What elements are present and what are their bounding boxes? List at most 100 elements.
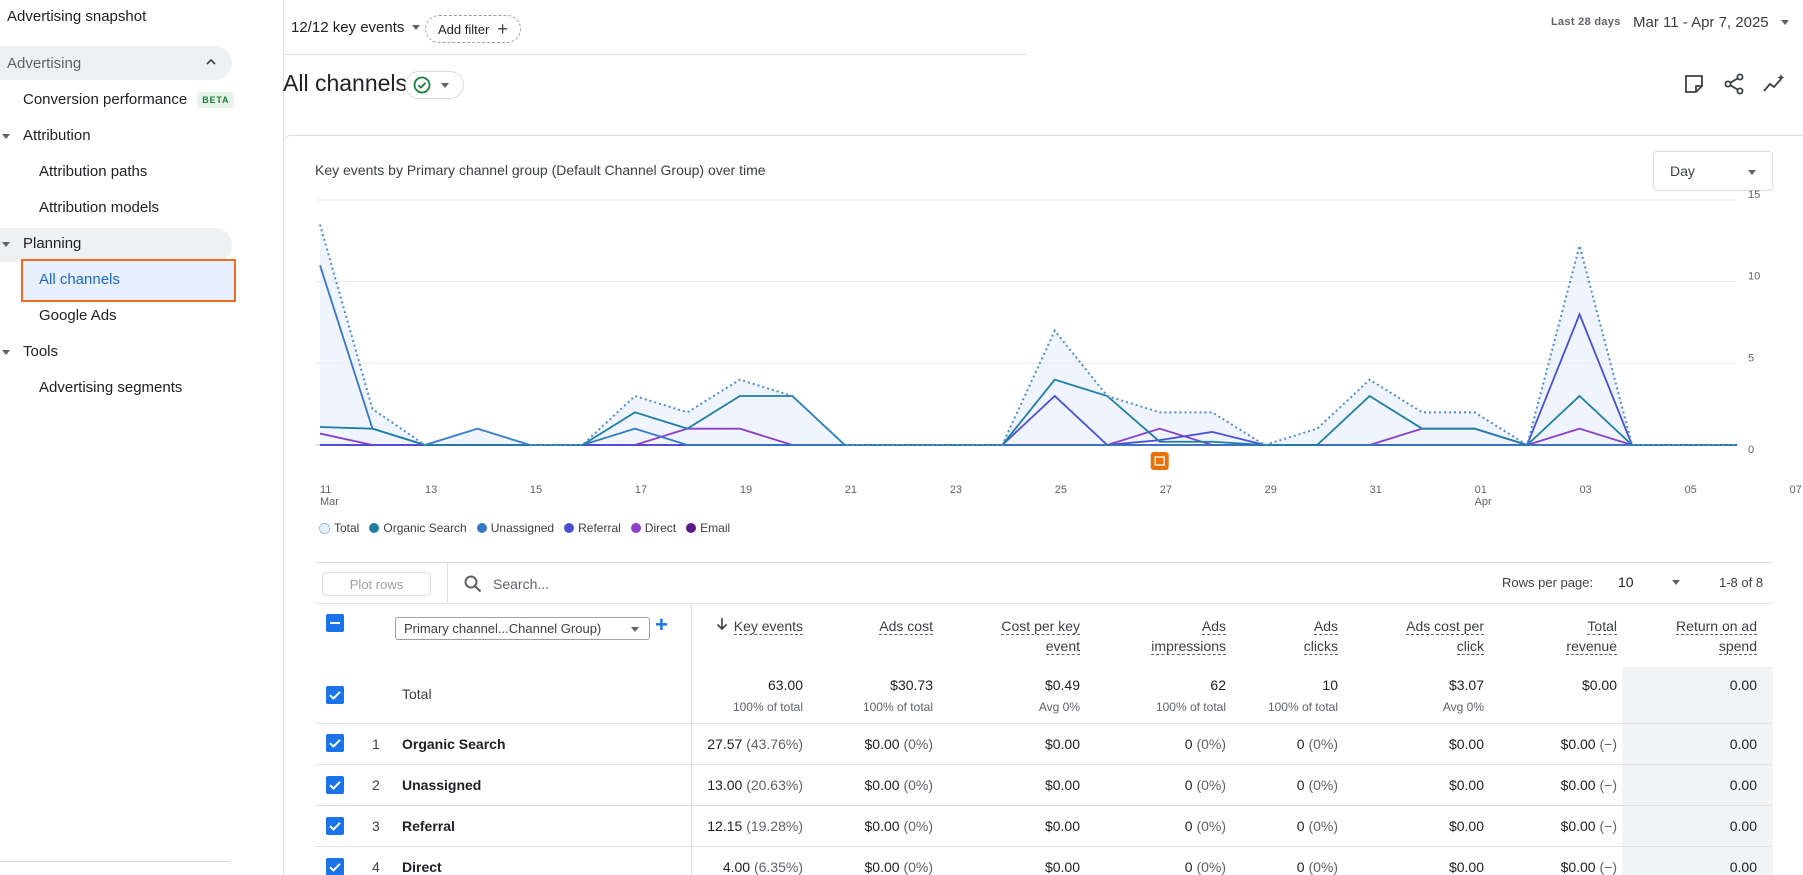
- row-number: 2: [372, 777, 380, 793]
- header-key-events[interactable]: Key events: [683, 616, 803, 636]
- legend-swatch: [319, 522, 330, 534]
- total-ads-cost: $30.73: [890, 677, 933, 693]
- row-ads-clicks: 0 (0%): [1297, 777, 1338, 793]
- add-filter-label: Add filter: [438, 21, 490, 37]
- value: 12.15: [707, 818, 743, 834]
- row-ads-cost: $0.00 (0%): [865, 859, 934, 875]
- dimension-select[interactable]: Primary channel...Channel Group): [395, 617, 650, 640]
- percent: (43.76%): [746, 736, 803, 752]
- share-icon[interactable]: [1722, 72, 1746, 96]
- header-ads-cost[interactable]: Ads cost: [813, 616, 933, 636]
- sidebar-item-attribution-paths[interactable]: Attribution paths: [39, 163, 147, 180]
- sidebar-group-tools[interactable]: Tools: [23, 343, 58, 360]
- table-search-input[interactable]: [493, 574, 893, 594]
- chart-title: Key events by Primary channel group (Def…: [315, 162, 766, 178]
- sidebar-item-advertising-segments[interactable]: Advertising segments: [39, 379, 182, 396]
- total-row-label: Total: [402, 686, 432, 702]
- header-label: Ads: [1201, 618, 1226, 635]
- total-row-checkbox[interactable]: [326, 686, 344, 704]
- select-all-checkbox[interactable]: [326, 614, 344, 632]
- total-cost-per-key-event-sub: Avg 0%: [1038, 700, 1080, 714]
- granularity-select[interactable]: Day: [1653, 151, 1773, 191]
- top-bar: 12/12 key events Add filter +: [284, 0, 1803, 56]
- caret-down-icon[interactable]: [2, 350, 10, 355]
- row-total-revenue: $0.00 (−): [1561, 859, 1617, 875]
- legend-item-referral[interactable]: Referral: [564, 521, 621, 535]
- insights-note-icon[interactable]: [1682, 72, 1706, 96]
- sidebar-item-conversion-performance[interactable]: Conversion performance BETA: [23, 91, 235, 108]
- header-label: revenue: [1566, 638, 1617, 655]
- plus-icon: +: [497, 19, 508, 39]
- sidebar-section-advertising[interactable]: Advertising: [0, 46, 232, 80]
- header-ads-cost-per-click[interactable]: Ads cost per click: [1354, 616, 1484, 656]
- row-divider: [315, 764, 1773, 765]
- row-checkbox[interactable]: [326, 858, 344, 875]
- header-ads-clicks[interactable]: Ads clicks: [1238, 616, 1338, 656]
- x-tick-label: 25: [1055, 484, 1067, 496]
- row-key-events: 4.00 (6.35%): [723, 859, 803, 875]
- add-dimension-button[interactable]: +: [655, 612, 668, 637]
- plot-rows-button[interactable]: Plot rows: [322, 572, 431, 596]
- x-tick-label: 21: [845, 484, 857, 496]
- caret-down-icon[interactable]: [2, 242, 10, 247]
- annotation-marker-icon: [1150, 452, 1169, 470]
- legend-item-unassigned[interactable]: Unassigned: [476, 521, 554, 535]
- sidebar-planning-highlight: [0, 228, 232, 262]
- sidebar-item-label: Tools: [23, 343, 59, 360]
- header-label: clicks: [1303, 638, 1338, 655]
- sidebar-item-label: All channels: [39, 271, 120, 288]
- dimension-value: Primary channel...Channel Group): [404, 621, 602, 636]
- header-label: click: [1456, 638, 1484, 655]
- row-roas: 0.00: [1729, 818, 1757, 834]
- key-events-selector[interactable]: 12/12 key events: [291, 19, 421, 36]
- checkmark-icon: [329, 822, 341, 831]
- legend-item-direct[interactable]: Direct: [630, 521, 676, 535]
- row-ads-impressions: 0 (0%): [1185, 859, 1226, 875]
- header-ads-impressions[interactable]: Ads impressions: [1106, 616, 1226, 656]
- header-return-on-ad-spend[interactable]: Return on ad spend: [1637, 616, 1757, 656]
- sidebar-group-planning[interactable]: Planning: [23, 235, 81, 252]
- chevron-up-icon: [206, 58, 216, 65]
- legend-label: Total: [334, 521, 360, 535]
- granularity-value: Day: [1670, 163, 1695, 179]
- add-filter-button[interactable]: Add filter +: [425, 15, 521, 43]
- x-tick-label: 29: [1265, 484, 1277, 496]
- sidebar-item-google-ads[interactable]: Google Ads: [39, 307, 117, 324]
- sidebar-group-attribution[interactable]: Attribution: [23, 127, 91, 144]
- sidebar-item-all-channels[interactable]: All channels: [39, 271, 120, 288]
- value: $0.00: [864, 777, 900, 793]
- row-channel-name: Referral: [402, 818, 455, 834]
- row-checkbox[interactable]: [326, 776, 344, 794]
- rows-per-page-select[interactable]: 10: [1618, 574, 1680, 590]
- total-ads-clicks: 10: [1322, 677, 1338, 693]
- insights-sparkle-icon[interactable]: [1762, 72, 1786, 96]
- report-status-chip[interactable]: [405, 71, 464, 99]
- header-total-revenue[interactable]: Total revenue: [1517, 616, 1617, 656]
- row-divider: [315, 846, 1773, 847]
- check-circle-icon: [413, 76, 431, 94]
- legend-item-email[interactable]: Email: [686, 521, 730, 535]
- checkmark-icon: [329, 739, 341, 748]
- row-checkbox[interactable]: [326, 817, 344, 835]
- row-checkbox[interactable]: [326, 734, 344, 752]
- row-channel-name: Organic Search: [402, 736, 506, 752]
- sidebar-item-label: Advertising segments: [39, 379, 183, 396]
- row-ads-cost: $0.00 (0%): [865, 736, 934, 752]
- header-cost-per-key-event[interactable]: Cost per key event: [950, 616, 1080, 656]
- y-tick-label: 15: [1748, 189, 1760, 201]
- indeterminate-icon: [330, 622, 340, 624]
- total-ads-cost-sub: 100% of total: [862, 700, 933, 714]
- total-cost-per-key-event: $0.49: [1044, 677, 1080, 693]
- total-ads-clicks-sub: 100% of total: [1267, 700, 1338, 714]
- legend-item-total[interactable]: Total: [319, 521, 359, 535]
- x-tick-label: 15: [530, 484, 542, 496]
- legend-swatch: [369, 523, 380, 533]
- legend-item-organic-search[interactable]: Organic Search: [369, 521, 467, 535]
- caret-down-icon[interactable]: [2, 134, 10, 139]
- percent: (0%): [903, 818, 933, 834]
- date-range-picker[interactable]: Mar 11 - Apr 7, 2025: [1633, 14, 1789, 31]
- sidebar-item-attribution-models[interactable]: Attribution models: [39, 199, 159, 216]
- row-number: 1: [372, 736, 380, 752]
- value: 13.00: [707, 777, 743, 793]
- percent: (−): [1599, 736, 1618, 752]
